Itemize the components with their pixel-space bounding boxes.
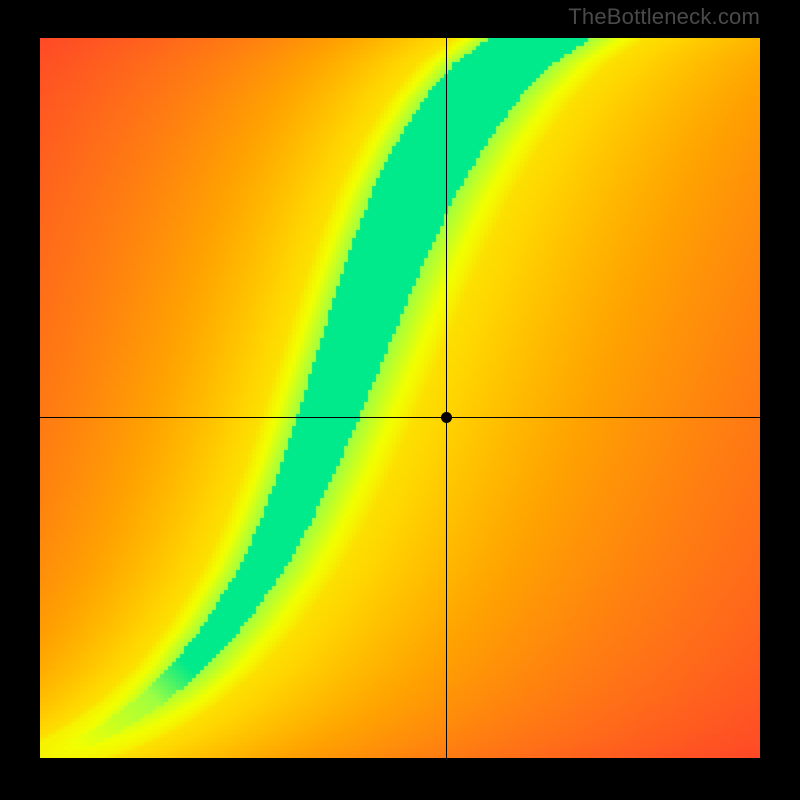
watermark-text: TheBottleneck.com — [568, 4, 760, 30]
crosshair-horizontal — [40, 417, 760, 418]
chart-container: TheBottleneck.com — [0, 0, 800, 800]
crosshair-vertical — [446, 38, 447, 758]
heatmap-canvas — [40, 38, 760, 758]
plot-area — [40, 38, 760, 758]
